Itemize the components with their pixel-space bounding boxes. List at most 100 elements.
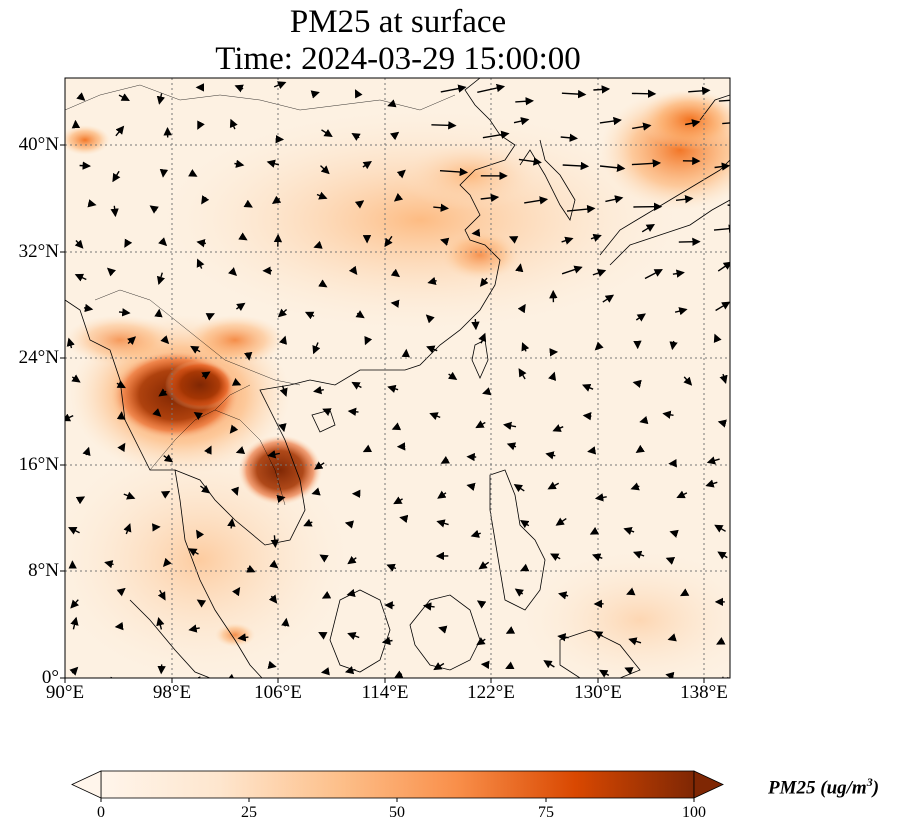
wind-arrow [433,203,449,212]
wind-arrow [277,308,288,318]
wind-arrow [630,482,640,491]
wind-arrow [70,616,79,630]
wind-arrow [471,228,481,237]
wind-arrow [524,196,549,205]
wind-arrow [205,313,215,321]
wind-arrow [635,444,645,453]
gridlines [65,78,730,678]
wind-arrow [310,90,320,99]
wind-arrow [196,529,205,539]
wind-arrow [238,232,248,241]
colorbar-gradient [100,770,695,799]
wind-arrow [201,195,210,205]
wind-arrow [514,588,525,597]
wind-arrow [304,311,315,320]
wind-arrow [713,224,730,233]
wind-arrow [344,666,356,675]
wind-arrow [246,564,256,573]
wind-arrow [548,371,557,381]
wind-arrow [318,279,328,288]
colorbar-label: PM25 (ug/m3) [768,775,879,799]
wind-arrow [231,586,241,597]
wind-arrow [590,233,602,242]
wind-arrow [123,523,132,535]
lon-label-130e: 130°E [574,682,622,703]
wind-arrow [626,587,636,596]
wind-arrow [163,454,174,463]
wind-arrow [476,600,487,609]
wind-arrow [683,376,693,386]
wind-arrow [390,268,401,278]
wind-arrow [348,265,358,276]
wind-arrow [685,119,701,128]
map-title: PM25 at surface [289,4,507,40]
wind-arrow [69,666,79,676]
wind-arrow [196,258,205,269]
wind-arrow [321,590,332,599]
wind-arrow [717,551,728,560]
wind-arrow [478,332,487,344]
wind-arrow [387,99,397,108]
lat-label-24n: 24°N [18,347,59,368]
wind-arrow [271,195,282,205]
wind-arrow [106,267,117,277]
wind-arrow [679,588,690,597]
wind-arrow [440,237,450,246]
wind-arrow [387,384,399,393]
wind-arrow [478,561,490,570]
wind-arrow [422,602,435,611]
wind-arrow [706,456,720,465]
lon-label-106e: 106°E [254,682,302,703]
wind-arrow [479,277,489,287]
colorbar-label-suffix: ) [872,777,880,799]
wind-arrow [662,410,674,419]
wind-arrow [229,424,239,434]
coastlines [65,78,730,678]
wind-arrow [160,490,171,499]
wind-arrow [390,299,400,308]
wind-arrow [594,493,607,502]
wind-arrow [351,381,362,390]
wind-arrow [112,170,121,183]
wind-arrow [104,560,114,569]
wind-arrow [391,422,402,431]
wind-arrow [557,633,569,642]
wind-arrow [364,335,373,346]
lon-label-138e: 138°E [680,682,728,703]
wind-arrow [188,548,199,557]
wind-arrow [520,520,530,529]
wind-arrow [688,86,711,95]
lat-label-16n: 16°N [18,454,59,475]
wind-arrow [717,419,727,428]
wind-arrow [319,554,329,563]
wind-arrow [234,159,245,168]
colorbar-extend-max [693,770,724,799]
colorbar-label-prefix: PM25 (ug/m [768,777,867,799]
wind-arrow [278,423,287,433]
wind-arrow [116,587,126,597]
wind-arrow [505,626,516,634]
wind-arrow [279,385,288,397]
wind-arrow [592,269,607,277]
wind-arrow [237,633,249,642]
wind-arrow [87,199,97,208]
wind-arrow [314,461,325,470]
wind-arrow [545,451,556,460]
wind-arrow [550,553,561,562]
wind-arrow [547,481,560,490]
wind-arrow [313,240,323,249]
wind-arrow [76,92,86,101]
wind-arrow [587,446,597,455]
wind-arrow [719,373,728,384]
wind-arrow [517,303,526,314]
wind-arrow [393,496,403,505]
wind-arrow [126,336,137,346]
wind-arrow [518,157,542,166]
wind-arrow [116,411,126,420]
wind-arrow [362,444,373,453]
colorbar-extend-min [71,770,102,799]
wind-arrow [399,514,409,524]
wind-arrow [480,193,500,203]
wind-arrow [118,308,131,317]
wind-arrow [623,527,635,535]
